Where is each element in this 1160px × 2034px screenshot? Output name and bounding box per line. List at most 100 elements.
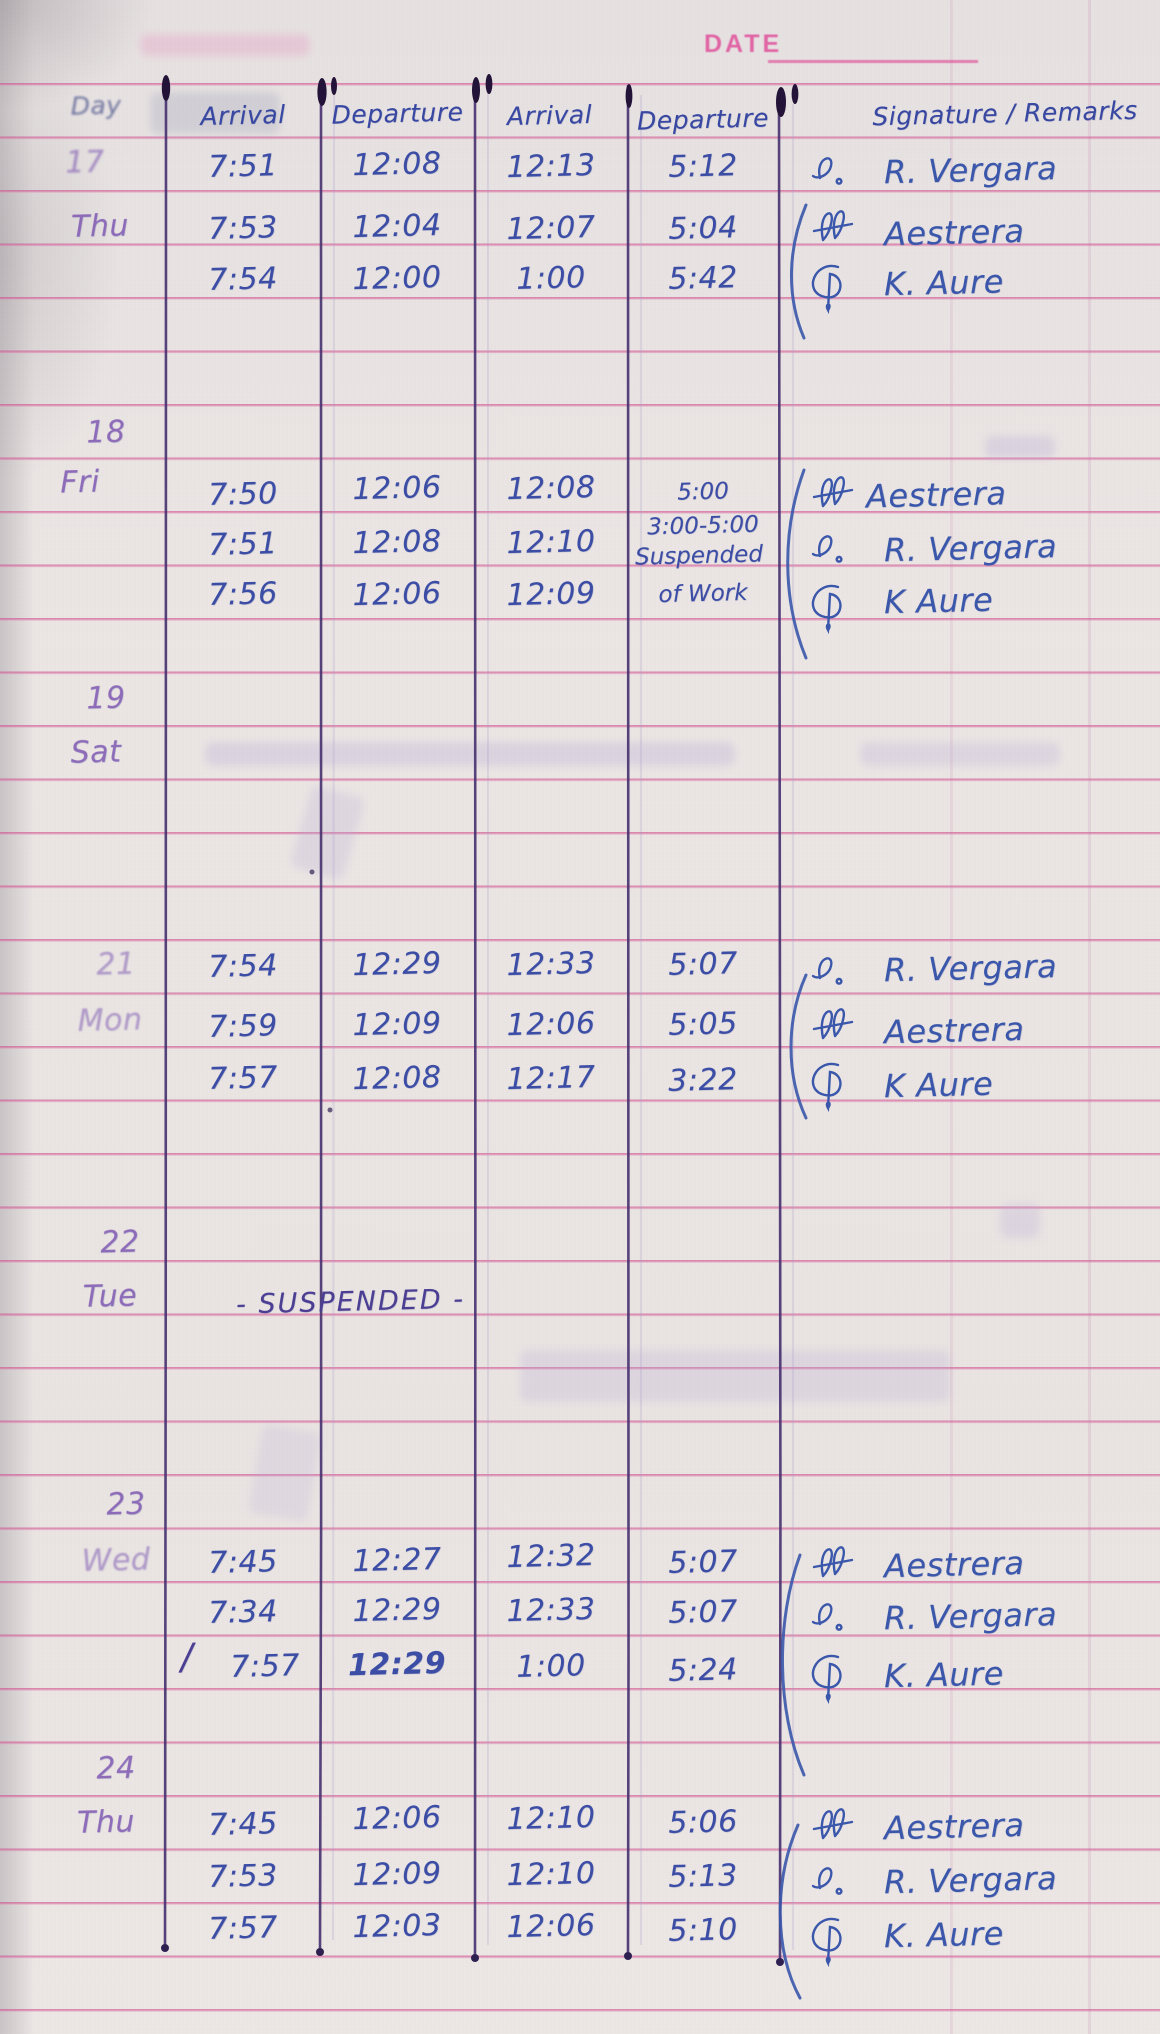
cell-departure2: 3:00-5:00 bbox=[646, 511, 760, 541]
cell-departure2: of Work bbox=[658, 579, 748, 609]
cell-arrival1: 7:53 bbox=[207, 1858, 279, 1895]
signature-name: K. Aure bbox=[883, 262, 1005, 304]
cell-arrival1: 7:54 bbox=[207, 948, 279, 985]
cell-arrival2: 1:00 bbox=[515, 260, 587, 297]
cell-departure2: 5:12 bbox=[667, 148, 739, 185]
cell-departure1: 12:00 bbox=[352, 259, 442, 298]
cell-arrival2: 12:33 bbox=[506, 1591, 596, 1630]
signature-name: R. Vergara bbox=[883, 149, 1058, 192]
signature-flourish bbox=[811, 1062, 842, 1110]
cell-departure2: 5:13 bbox=[667, 1858, 739, 1895]
cell-arrival2: 12:13 bbox=[506, 147, 596, 186]
signature-flourish bbox=[812, 476, 854, 508]
cell-departure2: 5:00 bbox=[676, 478, 730, 506]
signature-name: K Aure bbox=[883, 1064, 994, 1106]
signature-brackets bbox=[778, 203, 808, 2000]
cell-arrival2: 12:06 bbox=[506, 1005, 596, 1044]
day-number: 24 bbox=[95, 1750, 137, 1787]
signature-flourish bbox=[811, 584, 842, 632]
day-number: 23 bbox=[105, 1486, 147, 1523]
cell-arrival1: 7:56 bbox=[207, 576, 279, 613]
day-name: Thu bbox=[70, 208, 130, 245]
cell-departure1: 12:03 bbox=[352, 1907, 442, 1946]
cell-departure2: 5:07 bbox=[667, 946, 739, 983]
ghost-stamp-smudge bbox=[140, 34, 310, 56]
ruled-lines bbox=[0, 83, 1160, 2021]
ghost-loop bbox=[289, 784, 366, 881]
cell-departure1: 12:09 bbox=[352, 1855, 442, 1894]
ghost-mark bbox=[985, 436, 1055, 458]
signature-flourish bbox=[812, 1546, 854, 1578]
signature-name: K Aure bbox=[883, 580, 994, 622]
col-header-departure-2: Departure bbox=[636, 103, 770, 136]
signature-flourish bbox=[811, 1867, 843, 1895]
cell-arrival1: 7:51 bbox=[207, 526, 279, 563]
day-name: Thu bbox=[76, 1804, 136, 1841]
cell-departure1: 12:08 bbox=[352, 145, 442, 184]
col-header-day: Day bbox=[70, 90, 122, 121]
signature-name: Aestrera bbox=[883, 1543, 1025, 1586]
signature-flourish bbox=[812, 210, 854, 242]
signature-flourish bbox=[811, 264, 842, 312]
signature-flourish bbox=[811, 957, 843, 985]
cell-arrival1: 7:45 bbox=[207, 1806, 279, 1843]
cell-departure2: 5:42 bbox=[667, 260, 739, 297]
cell-departure2-note: Suspended bbox=[634, 541, 764, 571]
day-number: 21 bbox=[95, 946, 137, 983]
day-number: 18 bbox=[85, 414, 127, 451]
day-name: Fri bbox=[59, 464, 101, 501]
cell-departure1: 12:06 bbox=[352, 575, 442, 614]
cell-departure1: 12:29 bbox=[352, 1591, 442, 1630]
cell-departure1: 12:09 bbox=[352, 1005, 442, 1044]
signature-flourish bbox=[811, 1654, 842, 1702]
cell-arrival2: 12:17 bbox=[506, 1059, 596, 1098]
cell-departure1: 12:04 bbox=[352, 207, 442, 246]
day-number: 17 bbox=[64, 144, 106, 181]
signature-name: Aestrera bbox=[883, 1009, 1025, 1052]
cell-arrival2: 12:10 bbox=[506, 523, 596, 562]
cell-arrival2: 12:07 bbox=[506, 209, 596, 248]
day-name: Sat bbox=[70, 734, 122, 771]
col-header-arrival-1: Arrival bbox=[200, 99, 286, 132]
cell-arrival2: 12:33 bbox=[506, 945, 596, 984]
signature-name: K. Aure bbox=[883, 1654, 1005, 1696]
cell-arrival1: 7:59 bbox=[207, 1008, 279, 1045]
cell-departure1: 12:06 bbox=[352, 1799, 442, 1838]
cell-departure2: 5:10 bbox=[667, 1912, 739, 1949]
cell-arrival2: 1:00 bbox=[515, 1648, 587, 1685]
ghost-mark bbox=[1000, 1204, 1040, 1238]
signature-name: R. Vergara bbox=[883, 527, 1058, 570]
cell-departure1: 12:29 bbox=[347, 1645, 447, 1684]
cell-departure1: 12:06 bbox=[352, 469, 442, 508]
ghost-writing bbox=[520, 1350, 950, 1402]
cell-departure2: 5:24 bbox=[667, 1652, 739, 1689]
signature-name: R. Vergara bbox=[883, 1859, 1058, 1902]
day-name: Wed bbox=[81, 1542, 151, 1579]
cell-departure2: 5:05 bbox=[667, 1006, 739, 1043]
ghost-writing bbox=[860, 742, 1060, 766]
cell-arrival1: 7:51 bbox=[207, 148, 279, 185]
date-stamp-line bbox=[768, 60, 978, 63]
cell-departure1: 12:08 bbox=[352, 523, 442, 562]
cell-departure1: 12:29 bbox=[352, 945, 442, 984]
cell-departure2: 5:06 bbox=[667, 1804, 739, 1841]
col-header-departure-1: Departure bbox=[331, 97, 464, 130]
cell-arrival2: 12:09 bbox=[506, 575, 596, 614]
day-name: Tue bbox=[82, 1278, 138, 1315]
cell-departure2: 3:22 bbox=[667, 1062, 739, 1099]
cell-departure1: 12:08 bbox=[352, 1059, 442, 1098]
cell-arrival2: 12:10 bbox=[506, 1799, 596, 1838]
col-header-signature: Signature / Remarks bbox=[872, 95, 1138, 132]
cell-departure2: 5:04 bbox=[667, 210, 739, 247]
signature-flourish bbox=[811, 535, 843, 563]
signature-flourish bbox=[812, 1808, 854, 1840]
cell-arrival1: 7:57 bbox=[229, 1648, 301, 1685]
day-number: 22 bbox=[99, 1224, 141, 1261]
ghost-loop bbox=[247, 1423, 323, 1523]
cell-arrival1: 7:57 bbox=[207, 1910, 279, 1947]
cell-departure1: 12:27 bbox=[352, 1541, 442, 1580]
cell-arrival1: 7:57 bbox=[207, 1060, 279, 1097]
ghost-writing bbox=[205, 742, 735, 766]
signature-name: R. Vergara bbox=[883, 1595, 1058, 1638]
signature-flourish bbox=[812, 1008, 854, 1040]
